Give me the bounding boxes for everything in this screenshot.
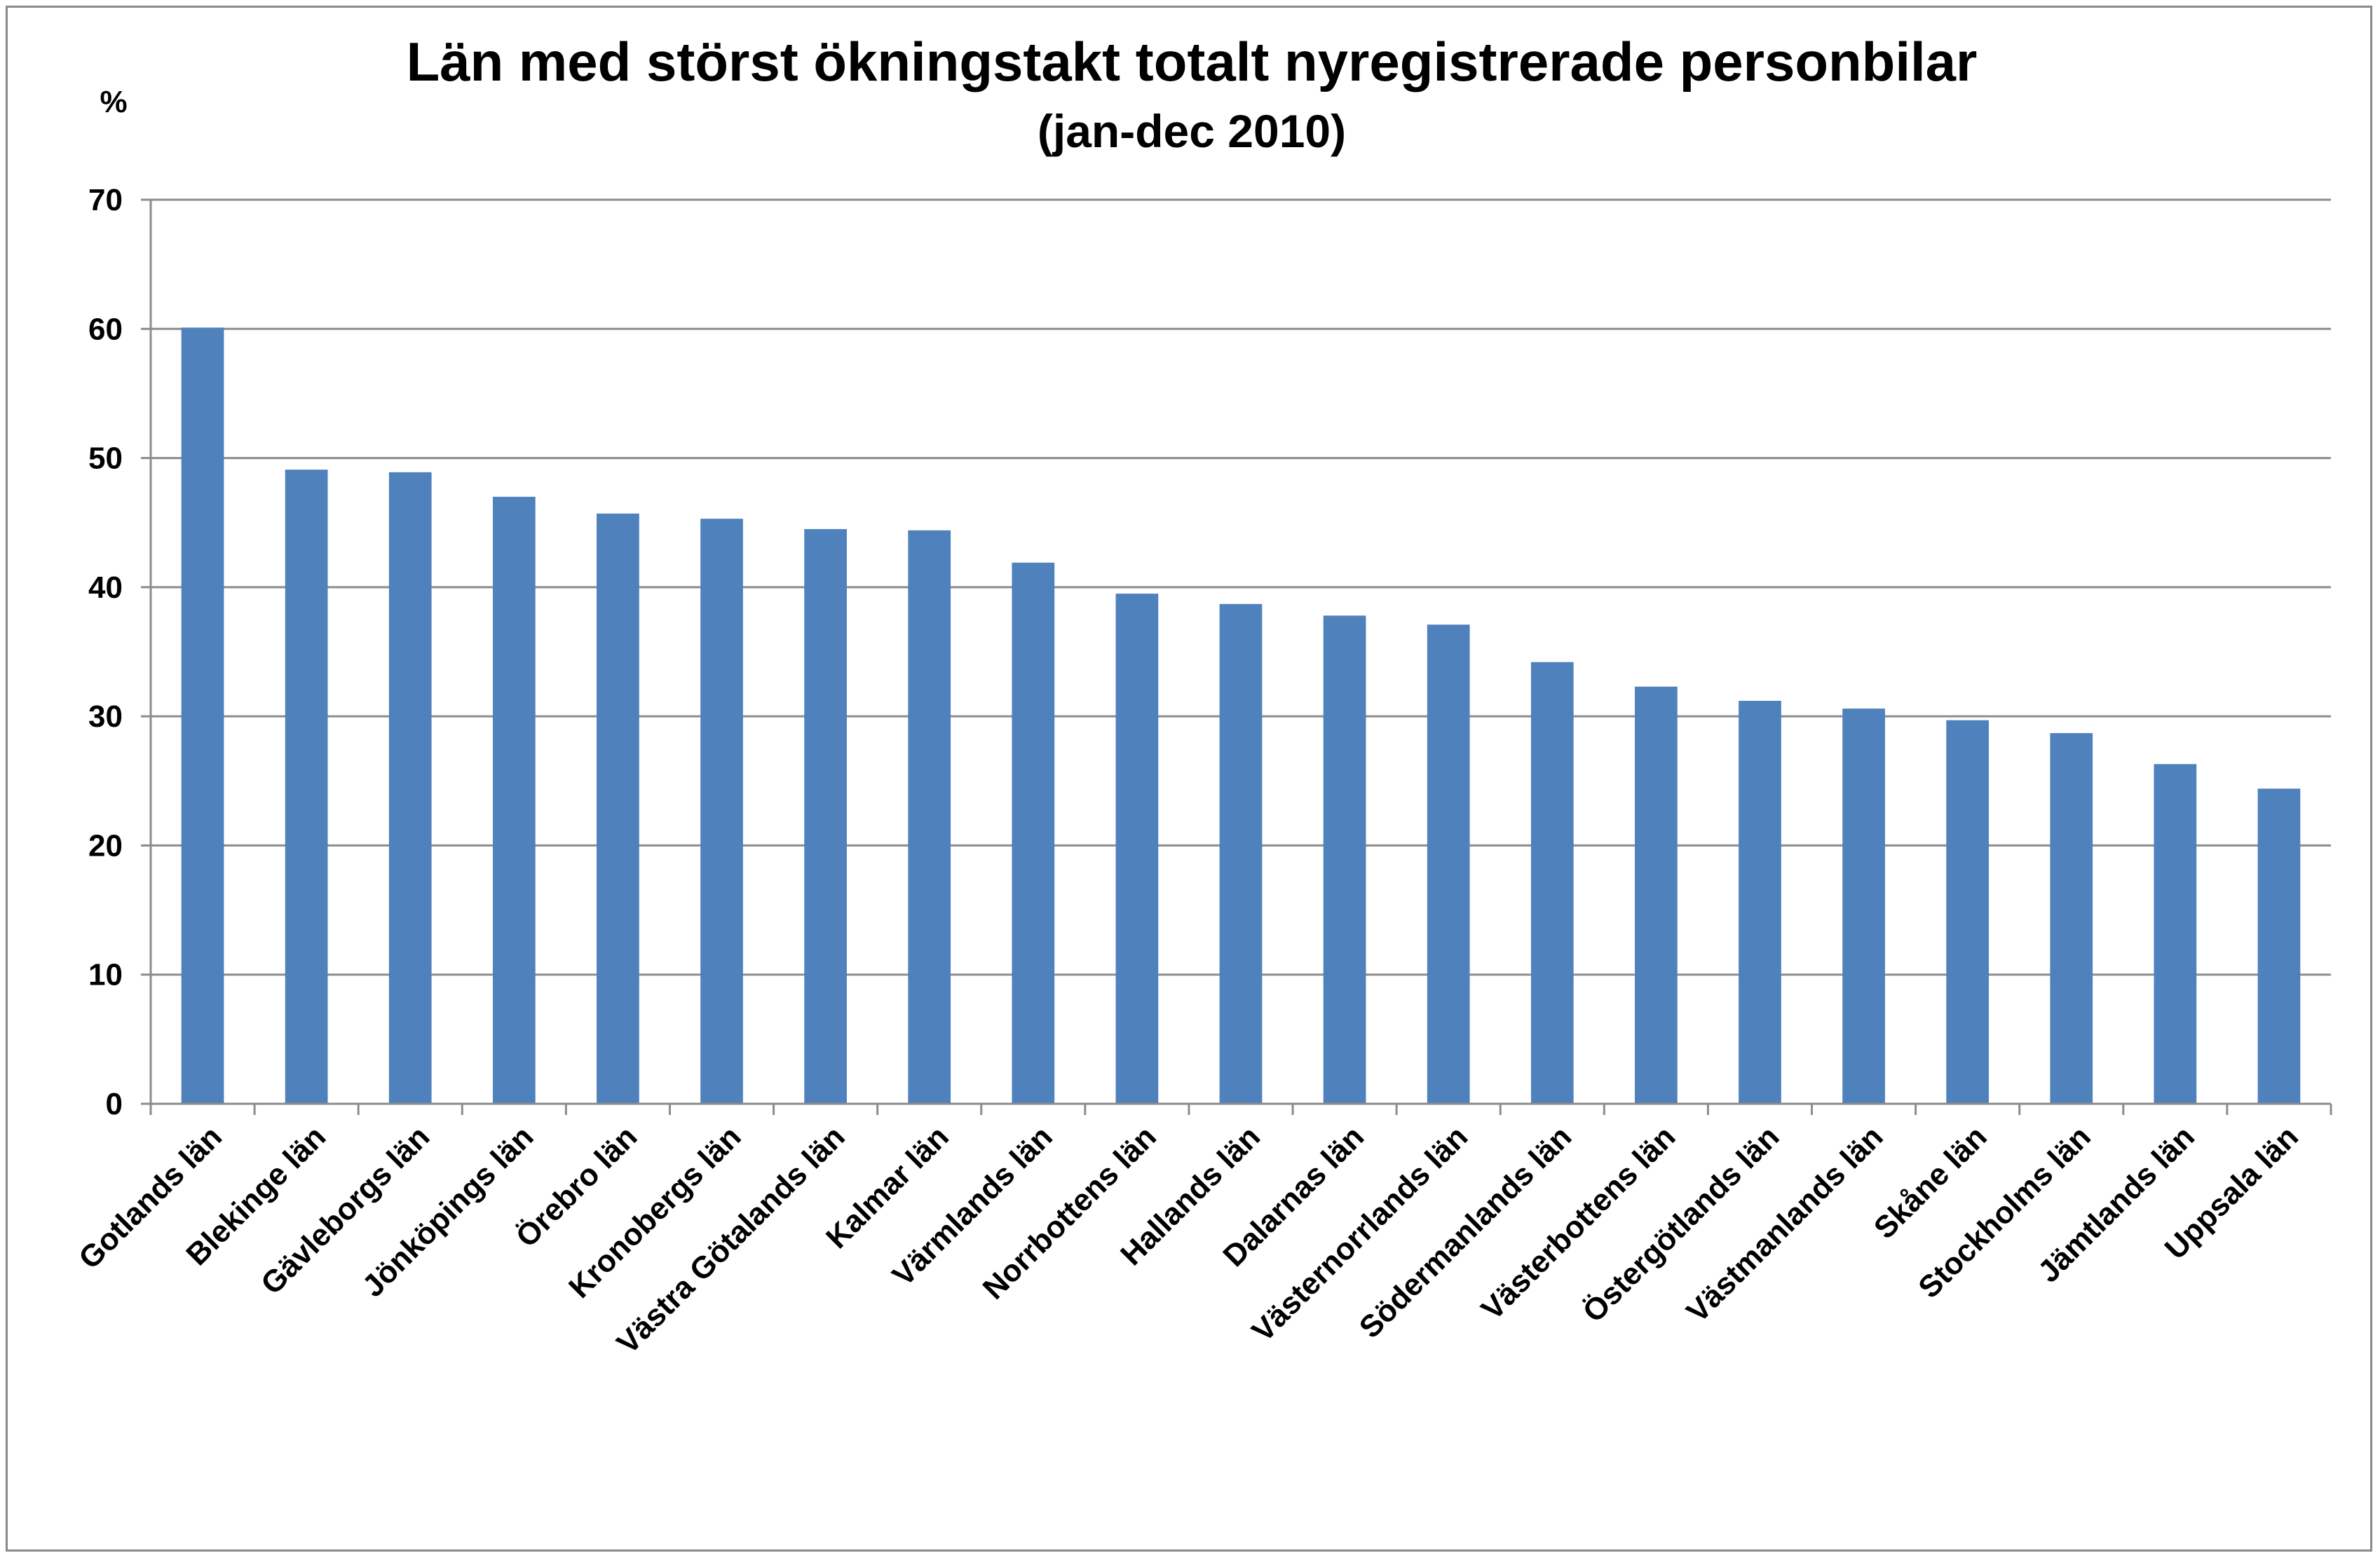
bar	[2154, 764, 2197, 1104]
bar	[492, 496, 536, 1104]
bar	[1427, 624, 1470, 1104]
y-tick-label: 30	[88, 699, 123, 734]
x-category-label: Västerbottens län	[1475, 1119, 1682, 1327]
bar	[908, 530, 951, 1104]
axes	[149, 200, 2332, 1115]
x-category-label: Kronobergs län	[562, 1119, 748, 1305]
x-category-label: Västmanlands län	[1680, 1119, 1889, 1329]
y-tick-label: 20	[88, 828, 123, 863]
bar	[1946, 720, 1990, 1104]
bar	[1842, 709, 1885, 1104]
bar	[1012, 562, 1055, 1104]
bar	[804, 528, 847, 1104]
y-tick-label: 70	[88, 183, 123, 217]
y-tick-label: 0	[106, 1087, 123, 1121]
bar	[285, 470, 328, 1104]
bar	[1530, 662, 1574, 1104]
bar	[1635, 686, 1678, 1104]
bar	[181, 327, 224, 1104]
bar	[388, 472, 432, 1104]
bars	[181, 327, 2301, 1104]
bar	[1323, 615, 1366, 1104]
y-axis-unit-label: %	[100, 85, 127, 119]
bar	[700, 519, 743, 1104]
bar	[597, 513, 639, 1104]
bar	[2050, 733, 2093, 1104]
x-category-label: Stockholms län	[1912, 1119, 2097, 1305]
bar	[2257, 788, 2301, 1104]
x-category-label: Östergötlands län	[1576, 1119, 1786, 1329]
y-tick-label: 10	[88, 958, 123, 992]
y-tick-label: 50	[88, 442, 123, 476]
bar	[1219, 603, 1263, 1104]
bar	[1739, 701, 1781, 1104]
x-category-label: Norrbottens län	[977, 1119, 1163, 1306]
y-tick-label: 60	[88, 312, 123, 346]
y-tick-labels: 0 10 20 30 40 50 60 70	[88, 183, 123, 1121]
chart-subtitle: (jan-dec 2010)	[1038, 105, 1346, 157]
chart-title: Län med störst ökningstakt totalt nyregi…	[407, 31, 1978, 93]
y-tick-label: 40	[88, 570, 123, 605]
bar	[1115, 594, 1159, 1104]
